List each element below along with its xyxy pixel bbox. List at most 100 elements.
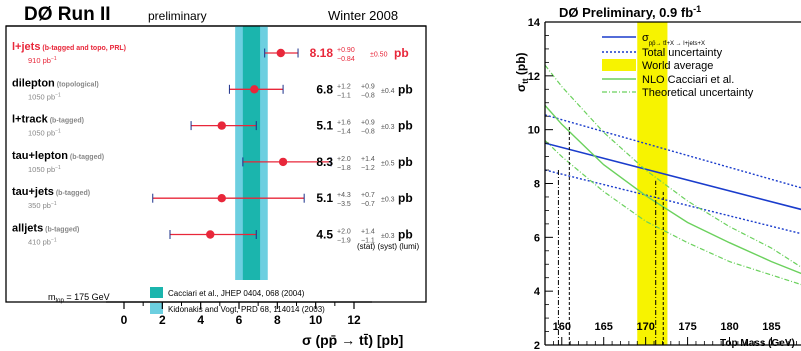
channel-row: alljets (b-tagged) 410 pb−1 4.5 +2.0 −1.9 +1.… [12,223,413,247]
channel-label: dilepton (topological) [12,77,99,89]
stat-error-up: +1.2 [337,83,351,90]
stat-error-down: −1.9 [337,238,351,245]
left-x-tick-label: 6 [236,313,243,327]
right-title: DØ Preliminary, 0.9 fb-1 [559,4,701,20]
left-subtitle: preliminary [148,9,207,23]
left-x-tick-label: 2 [159,313,166,327]
measurement-value: 5.1 [316,191,333,205]
lumi-error: ±0.3 [381,124,395,131]
channel-row: l+jets (b-tagged and topo, PRL) 910 pb−1 8… [12,41,409,65]
syst-error-up: +1.4 [361,156,375,163]
series-line-theory [545,64,801,268]
unit-label: pb [398,82,413,96]
legend-label: NLO Cacciari et al. [642,74,734,86]
stat-error-up: +2.0 [337,156,351,163]
channel-lumi: 1050 pb−1 [28,165,61,174]
channel-label: alljets (b-tagged) [12,223,79,235]
right-x-tick-label: 175 [678,321,696,333]
stat-error-down: −3.5 [337,201,351,208]
unit-label: pb [398,119,413,133]
right-y-tick-label: 14 [528,17,541,29]
stat-error-up: +4.3 [337,192,351,199]
channel-row: tau+jets (b-tagged) 350 pb−1 5.1 +4.3 −3.5 +0… [12,186,413,210]
channel-lumi: 1050 pb−1 [28,92,61,101]
left-x-tick-label: 10 [309,313,323,327]
stat-error-down: −1.4 [337,129,351,136]
channel-label: tau+jets (b-tagged) [12,186,90,198]
right-x-tick-label: 160 [553,321,571,333]
unit-label: pb [398,228,413,242]
right-y-tick-label: 10 [528,125,540,137]
lumi-error: ±0.3 [381,233,395,240]
data-point [206,230,215,239]
channel-lumi: 410 pb−1 [28,238,57,247]
right-xlabel: Top Mass (GeV) [720,338,795,349]
stat-error-down: −1.8 [337,165,351,172]
legend-label: σpp̄→ tt̄+X → l+jets+X [642,32,705,47]
series-line-nlo [545,104,801,275]
measurement-value: 5.1 [316,119,333,133]
right-y-tick-label: 6 [534,232,540,244]
left-frame [5,25,427,303]
channel-label: l+jets (b-tagged and topo, PRL) [12,41,126,53]
series-line-total [545,169,801,235]
stat-error-down: −0.84 [337,56,355,63]
channel-lumi: 910 pb−1 [28,56,57,65]
syst-error-up: +1.4 [361,229,375,236]
measurement-value: 8.18 [310,46,334,60]
channel-label: tau+lepton (b-tagged) [12,150,104,162]
left-title: DØ Run II [24,4,111,25]
right-y-tick-label: 4 [534,286,541,298]
mass-note: mtop = 175 GeV [48,292,110,304]
data-point [217,121,226,130]
left-xlabel: σ (pp̄ → tt̄) [pb] [302,332,403,348]
right-y-tick-label: 12 [528,71,540,83]
syst-error-down: −0.8 [361,129,375,136]
unit-label: pb [398,191,413,205]
series-line-central [545,142,801,211]
right-y-tick-label: 8 [534,179,540,191]
data-point [276,48,285,58]
syst-error-up: +0.9 [361,120,375,127]
channel-row: l+track (b-tagged) 1050 pb−1 5.1 +1.6 −1.4 +0… [12,114,413,138]
channel-lumi: 350 pb−1 [28,201,57,210]
legend-label: Theoretical uncertainty [642,87,754,99]
stat-error-up: +0.90 [337,47,355,54]
left-x-tick-label: 0 [121,313,128,327]
stat-error-down: −1.1 [337,92,351,99]
data-point [250,85,259,94]
lumi-error: ±0.3 [381,197,395,204]
syst-error-down: −0.7 [361,201,375,208]
channel-label: l+track (b-tagged) [12,114,84,126]
measurement-value: 6.8 [316,82,333,96]
band-legend-outer-label: Kidonakis and Vogt, PRD 68, 114014 (2003… [168,305,325,314]
measurement-value: 4.5 [316,228,333,242]
channel-lumi: 1050 pb−1 [28,129,61,138]
data-point [217,194,226,203]
left-chart: DØ Run II preliminary Winter 2008 l+jets… [5,4,427,348]
theory-band-inner [242,26,261,280]
syst-error-up: +0.9 [361,83,375,90]
right-x-tick-label: 165 [595,321,613,333]
band-legend-inner-label: Cacciari et al., JHEP 0404, 068 (2004) [168,289,305,298]
series-line-total [545,114,801,189]
left-x-tick-label: 12 [347,313,361,327]
left-x-tick-label: 8 [274,313,281,327]
syst-error-down: −0.8 [361,92,375,99]
stat-error-up: +2.0 [337,229,351,236]
syst-error-down: −1.2 [361,165,375,172]
legend-label: World average [642,60,713,72]
syst-error-down: −1.1 [361,238,375,245]
right-x-tick-label: 180 [720,321,738,333]
series-line-theory [545,139,801,286]
band-legend: Cacciari et al., JHEP 0404, 068 (2004) K… [150,287,325,314]
stat-error-up: +1.6 [337,120,351,127]
band-legend-outer-swatch [150,303,163,314]
lumi-error: ±0.50 [370,52,388,59]
left-date: Winter 2008 [328,8,398,23]
right-chart: DØ Preliminary, 0.9 fb-1 2 4 6 8 10 12 14 160 16… [514,4,801,351]
syst-error-up: +0.7 [361,192,375,199]
right-y-tick-label: 2 [534,340,540,351]
right-ylabel: σtt (pb) [514,52,530,92]
